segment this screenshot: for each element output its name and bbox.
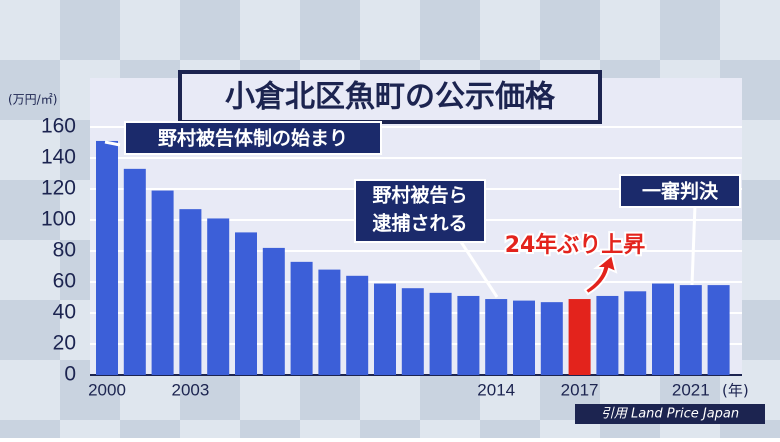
x-unit: (年) [722,382,749,400]
y-tick-label: 160 [41,115,76,138]
x-tick-label: 2000 [88,380,126,399]
bar [485,299,508,375]
callout-box [124,121,382,155]
bar [513,300,535,375]
bar [346,275,369,375]
y-unit: (万円/㎡) [8,93,57,107]
y-tick-label: 40 [53,301,76,324]
x-tick-label: 2014 [477,380,515,399]
annotation: 一審判決 [642,180,719,203]
callout-box [619,174,741,208]
bar [290,261,313,375]
y-tick-label: 20 [53,332,76,355]
callout-box [354,179,486,243]
chart-title: 小倉北区魚町の公示価格 [225,80,556,115]
bar [652,283,674,375]
bar [179,209,202,375]
bar [707,285,730,375]
callout-pointer [104,140,121,147]
rise-arrow [583,253,618,296]
bar [151,190,174,375]
bar [374,283,396,375]
bar [624,291,647,375]
x-tick-label: 2017 [561,380,599,399]
bar [235,232,257,375]
y-tick-label: 0 [64,363,76,386]
bar [540,302,563,375]
bar [207,218,230,375]
bar [568,299,591,375]
bar [96,140,118,375]
bar [596,295,619,375]
annotation: 野村被告ら [372,184,467,207]
x-tick-label: 2021 [672,380,710,399]
title-box [178,70,602,124]
source: 引用 Land Price Japan [601,407,739,422]
annotation: 24年ぶり上昇 [505,232,646,258]
callout-pointer [690,204,697,286]
y-tick-label: 140 [41,146,76,169]
bar [123,168,146,375]
annotation: 野村被告体制の始まり [158,127,348,150]
y-tick-label: 80 [53,239,76,262]
y-tick-label: 120 [41,177,76,200]
x-tick-label: 2003 [171,380,209,399]
bar [401,288,424,375]
bar [679,285,702,375]
source-box [575,404,765,424]
y-tick-label: 100 [41,208,76,231]
bar [318,269,341,375]
annotation: 逮捕される [372,212,467,235]
bar [262,247,285,375]
bar [429,292,452,375]
bar [457,295,480,375]
y-tick-label: 60 [53,270,76,293]
